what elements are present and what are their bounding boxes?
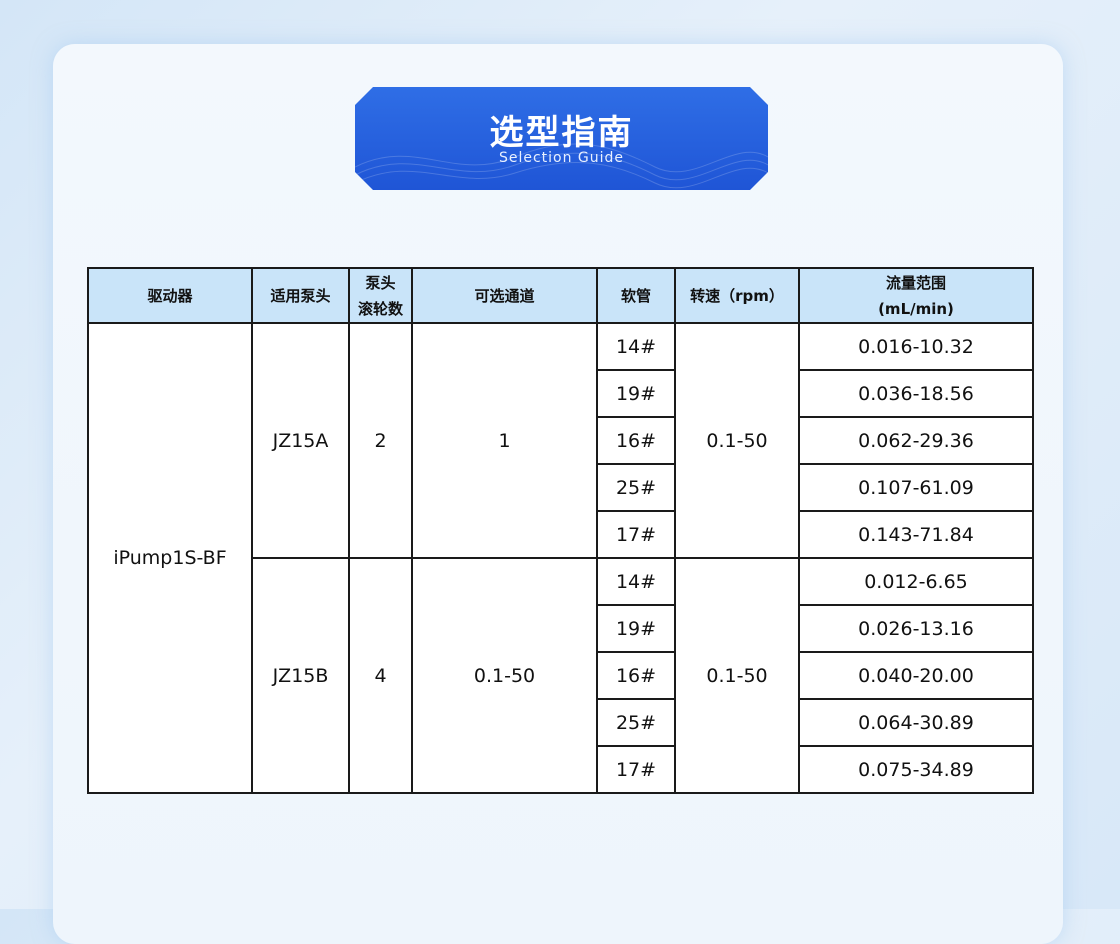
- tube-cell: 25#: [596, 698, 676, 747]
- table-row: 16# 0.040-20.00: [88, 651, 1034, 700]
- table-row: 19# 0.036-18.56: [88, 369, 1034, 418]
- banner-title: 选型指南: [489, 113, 634, 153]
- column-header: 流量范围 (mL/min): [798, 267, 1034, 324]
- table-row: 17# 0.143-71.84: [88, 510, 1034, 559]
- flow-cell: 0.016-10.32: [798, 322, 1034, 371]
- flow-cell: 0.075-34.89: [798, 745, 1034, 794]
- table-row: 19# 0.026-13.16: [88, 604, 1034, 653]
- flow-cell: 0.026-13.16: [798, 604, 1034, 653]
- tube-cell: 19#: [596, 369, 676, 418]
- table-row: 25# 0.064-30.89: [88, 698, 1034, 747]
- flow-cell: 0.064-30.89: [798, 698, 1034, 747]
- tube-cell: 17#: [596, 745, 676, 794]
- table-row: iPump1S-BF JZ15A 2 1 14# 0.1-50 0.016-10.32: [87, 322, 1034, 794]
- pump-head-cell: JZ15A: [251, 322, 350, 559]
- banner-subtitle: Selection Guide: [498, 150, 625, 166]
- tube-cell: 17#: [596, 510, 676, 559]
- pump-head-cell: JZ15B: [251, 557, 350, 794]
- channels-cell: 1: [411, 322, 598, 559]
- column-header: 软管: [596, 267, 676, 324]
- flow-cell: 0.036-18.56: [798, 369, 1034, 418]
- rollers-cell: 2: [348, 322, 413, 559]
- rollers-cell: 4: [348, 557, 413, 794]
- tube-cell: 16#: [596, 416, 676, 465]
- flow-cell: 0.062-29.36: [798, 416, 1034, 465]
- column-header: 适用泵头: [251, 267, 350, 324]
- tube-cell: 14#: [596, 322, 676, 371]
- selection-guide-banner: 选型指南 Selection Guide: [355, 87, 768, 190]
- tube-cell: 25#: [596, 463, 676, 512]
- tube-cell: 16#: [596, 651, 676, 700]
- table-row: 16# 0.062-29.36: [88, 416, 1034, 465]
- driver-cell: iPump1S-BF: [87, 322, 253, 794]
- tube-cell: 14#: [596, 557, 676, 606]
- column-header: 可选通道: [411, 267, 598, 324]
- flow-cell: 0.040-20.00: [798, 651, 1034, 700]
- tube-cell: 19#: [596, 604, 676, 653]
- wave-decoration: [355, 87, 768, 190]
- speed-cell: 0.1-50: [674, 322, 800, 559]
- channels-cell: 0.1-50: [411, 557, 598, 794]
- flow-cell: 0.107-61.09: [798, 463, 1034, 512]
- table-row: JZ15B 4 0.1-50 14# 0.1-50 0.012-6.65: [88, 557, 1034, 794]
- column-header: 转速（rpm）: [674, 267, 800, 324]
- speed-cell: 0.1-50: [674, 557, 800, 794]
- flow-cell: 0.143-71.84: [798, 510, 1034, 559]
- column-header: 泵头 滚轮数: [348, 267, 413, 324]
- header-row: 驱动器 适用泵头 泵头 滚轮数 可选通道 软管 转速（rpm） 流量范围 (mL/min): [87, 267, 1034, 324]
- table-row: 17# 0.075-34.89: [88, 745, 1034, 794]
- selection-table: 驱动器 适用泵头 泵头 滚轮数 可选通道 软管 转速（rpm） 流量范围 (mL/min) …: [87, 267, 1034, 794]
- table-row: 25# 0.107-61.09: [88, 463, 1034, 512]
- column-header: 驱动器: [87, 267, 253, 324]
- flow-cell: 0.012-6.65: [798, 557, 1034, 606]
